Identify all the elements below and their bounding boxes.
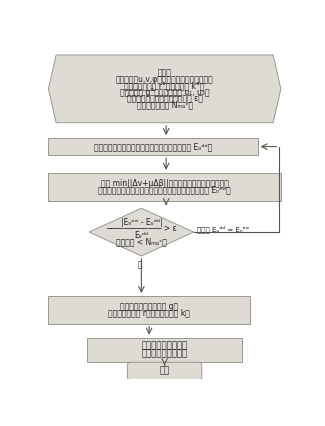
Text: 和初始位形 g°，权重系数： u₁, u₂，: 和初始位形 g°，权重系数： u₁, u₂， bbox=[120, 87, 209, 97]
Text: 和最大迭代次数 Nₘₐˣ；: 和最大迭代次数 Nₘₐˣ； bbox=[136, 100, 193, 109]
Text: ──────────── > ε: ──────────── > ε bbox=[106, 225, 177, 233]
Text: 相位数据（u,v,φ），被测面理论面形方程。: 相位数据（u,v,φ），被测面理论面形方程。 bbox=[116, 75, 214, 84]
Text: |Eₙᵉʷ - Eₒᵈᵈ|: |Eₙᵉʷ - Eₒᵈᵈ| bbox=[121, 218, 162, 227]
Text: 求解 min||Δv+μΔβ||，获得参数变化量最优估计，: 求解 min||Δv+μΔβ||，获得参数变化量最优估计， bbox=[101, 179, 228, 188]
Text: 所有子孔径数据拼接: 所有子孔径数据拼接 bbox=[142, 342, 188, 351]
Text: 迭代次数 < Nₘₐˣ；: 迭代次数 < Nₘₐˣ； bbox=[116, 237, 167, 246]
Text: 由初始参数计算重叠对应关系和目标函数初始値 Eₒᵈᵈ；: 由初始参数计算重叠对应关系和目标函数初始値 Eₒᵈᵈ； bbox=[94, 142, 212, 151]
Text: 是，令 Eₒᵈᵈ = Eₙᵉʷ: 是，令 Eₒᵈᵈ = Eₙᵉʷ bbox=[197, 225, 249, 233]
Polygon shape bbox=[89, 208, 194, 256]
FancyBboxPatch shape bbox=[87, 337, 242, 362]
Text: Eₒᵈᵈ: Eₒᵈᵈ bbox=[134, 231, 149, 240]
Text: 否: 否 bbox=[137, 261, 142, 270]
Text: 输入：: 输入： bbox=[158, 69, 172, 78]
Text: 得到最优位姿变换矩阵 g，: 得到最优位姿变换矩阵 g， bbox=[120, 302, 178, 311]
Text: 结束: 结束 bbox=[160, 366, 170, 376]
FancyBboxPatch shape bbox=[48, 296, 250, 324]
FancyBboxPatch shape bbox=[48, 173, 281, 201]
FancyBboxPatch shape bbox=[48, 138, 258, 155]
FancyBboxPatch shape bbox=[127, 362, 202, 380]
Text: 以及终止条件：目标函数变化率 ε，: 以及终止条件：目标函数变化率 ε， bbox=[127, 94, 202, 103]
Text: 更新相应的参数和重叠对应关系，重新计算目标函数値 Eₙᵉʷ；: 更新相应的参数和重叠对应关系，重新计算目标函数値 Eₙᵉʷ； bbox=[98, 185, 231, 194]
Text: 得到全口径测量数据: 得到全口径测量数据 bbox=[142, 349, 188, 358]
Polygon shape bbox=[48, 55, 281, 123]
Text: 初始拟合球半径 r°，尺度因子 k°，: 初始拟合球半径 r°，尺度因子 k°， bbox=[124, 81, 205, 90]
Text: 最优拟合球半径 r，最优尺度因子 k，: 最优拟合球半径 r，最优尺度因子 k， bbox=[108, 308, 190, 317]
